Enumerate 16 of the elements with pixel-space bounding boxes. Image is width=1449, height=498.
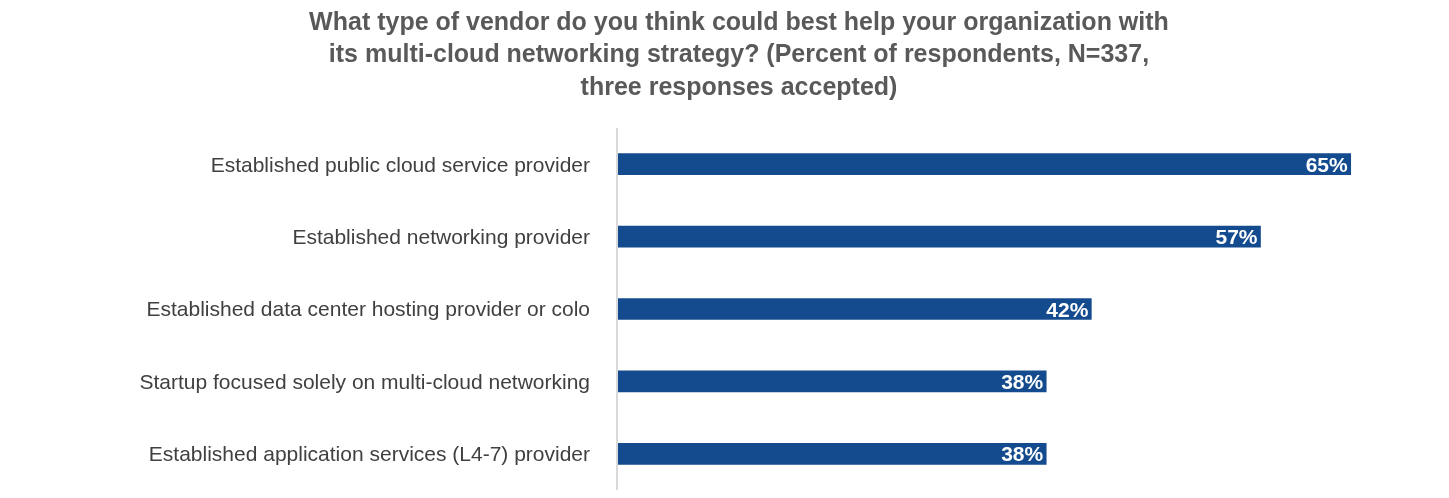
bar xyxy=(618,298,1092,320)
data-label: 38% xyxy=(1001,442,1044,466)
bar xyxy=(618,225,1261,248)
y-tick-label: Established networking provider xyxy=(292,224,591,248)
y-tick-label: Established public cloud service provider xyxy=(210,152,591,176)
data-label: 65% xyxy=(1305,152,1349,176)
data-label: 57% xyxy=(1215,225,1258,249)
bar xyxy=(618,442,1047,465)
y-tick-label: Established application services (L4-7) provider xyxy=(148,442,591,466)
bar xyxy=(618,370,1047,393)
bar xyxy=(618,153,1352,176)
chart-title: What type of vendor do you think could best help your organization with its multi-cloud networking strategy? (Percent of respondents, N=337, three responses accepted) xyxy=(309,6,1169,100)
data-label: 38% xyxy=(1001,369,1044,393)
y-tick-label: Startup focused solely on multi-cloud networking xyxy=(139,369,591,393)
data-label: 42% xyxy=(1046,297,1089,321)
y-tick-label: Established data center hosting provider or colo xyxy=(146,297,591,321)
